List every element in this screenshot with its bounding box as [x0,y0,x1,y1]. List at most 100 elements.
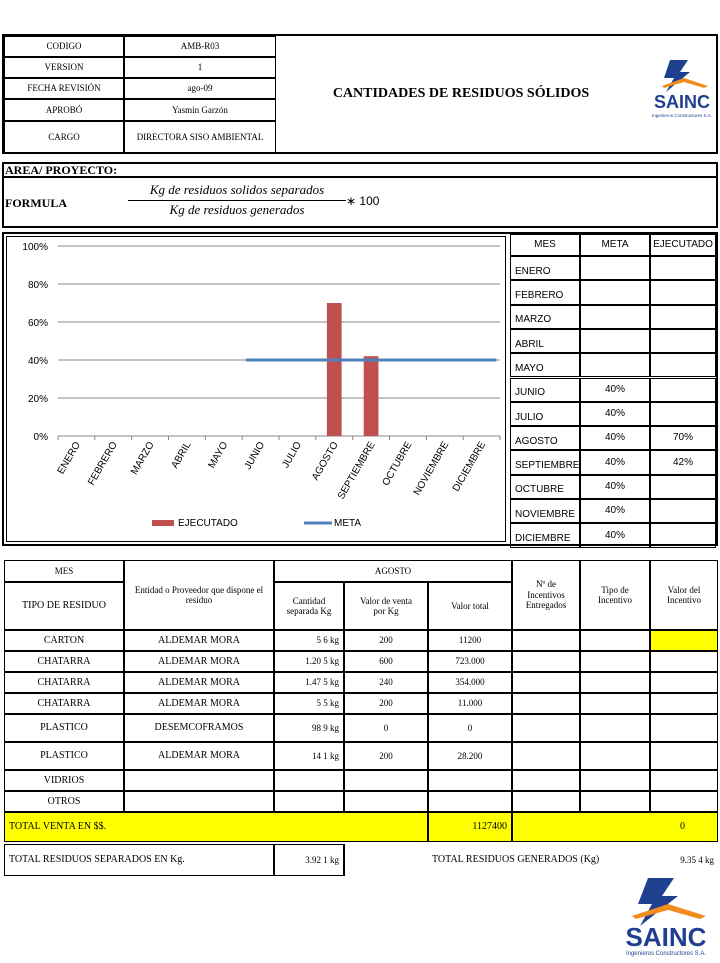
total-separados-label: TOTAL RESIDUOS SEPARADOS EN Kg. [4,844,274,876]
residuo-entity: ALDEMAR MORA [124,651,274,672]
x-category-label: MAYO [206,440,230,471]
residuo-incentivos [512,791,580,812]
residuo-incentivos [512,693,580,714]
meta-row-month: ABRIL [510,328,580,354]
residuo-total: 354.000 [428,672,512,693]
residuo-entity: ALDEMAR MORA [124,630,274,651]
document-title: CANTIDADES DE RESIDUOS SÓLIDOS [332,86,590,101]
residuo-valor-incentivo [650,693,718,714]
residuo-unit-price: 200 [344,693,428,714]
residuo-tipo-incentivo [580,672,650,693]
meta-row-meta: 40% [580,401,650,427]
formula-denominator: Kg de residuos generados [169,202,305,217]
meta-row-month: JULIO [510,401,580,427]
residuo-quantity [274,770,344,791]
residuo-unit-price: 200 [344,742,428,770]
y-tick-label: 0% [34,432,49,443]
logo-bottom-subtitle: Ingenieros Constructores S.A. [626,951,706,957]
meta-row-month: FEBRERO [510,280,580,305]
legend-label-meta: META [334,518,361,529]
residuos-header-cantidad: Cantidad separada Kg [274,582,344,630]
header-section [2,34,718,154]
x-category-label: JULIO [280,440,304,470]
header-label: FECHA REVISIÓN [4,78,124,99]
residuos-header-month: AGOSTO [274,560,512,582]
x-category-label: AGOSTO [310,440,341,483]
residuo-valor-incentivo [650,791,718,812]
residuo-valor-incentivo [650,630,718,651]
x-category-label: SEPTIEMBRE [336,440,378,502]
sainc-logo-top: SAINC Ingenieros Constructores S.A. [650,58,714,120]
residuo-entity: ALDEMAR MORA [124,742,274,770]
meta-row-meta: 40% [580,474,650,499]
legend-label-ejecutado: EJECUTADO [178,518,238,529]
residuo-unit-price: 600 [344,651,428,672]
residuo-tipo-incentivo [580,630,650,651]
header-value: DIRECTORA SISO AMBIENTAL [124,121,276,154]
formula-multiplier: ∗ 100 [346,194,380,208]
residuo-type: PLASTICO [4,742,124,770]
logo-subtitle: Ingenieros Constructores S.A. [652,113,712,118]
residuo-type: PLASTICO [4,714,124,742]
meta-table-header: META [580,234,650,256]
meta-row-ejecutado [650,280,716,305]
x-category-label: OCTUBRE [381,440,415,488]
y-tick-label: 80% [28,280,48,291]
residuos-header-incentivos: Nº de Incentivos Entregados [512,560,580,630]
residuo-total: 0 [428,714,512,742]
header-value: ago-09 [124,78,276,99]
meta-row-month: DICIEMBRE [510,523,580,548]
total-generados-value: 9.35 4 kg [680,854,714,865]
chart-frame [6,236,506,542]
meta-row-ejecutado [650,328,716,354]
chart-panel [2,232,718,546]
x-category-label: FEBRERO [86,440,120,488]
meta-row-month: AGOSTO [510,426,580,451]
residuo-type: VIDRIOS [4,770,124,791]
residuo-total: 28.200 [428,742,512,770]
residuo-unit-price [344,770,428,791]
header-label: CODIGO [4,36,124,57]
formula-numerator: Kg de residuos solidos separados [149,182,325,197]
residuo-incentivos [512,630,580,651]
meta-row-meta [580,256,650,281]
formula-row [2,178,718,228]
residuo-incentivos [512,672,580,693]
compliance-chart: 0% 20% 40% 60% 80% 100% ENERO FEBRERO MARZO ABRIL… [22,242,501,529]
residuos-header-entidad: Entidad o Proveedor que dispone el resid… [124,560,274,630]
residuo-unit-price: 200 [344,630,428,651]
meta-row-ejecutado [650,401,716,427]
header-label: VERSION [4,57,124,78]
meta-row-month: NOVIEMBRE [510,499,580,524]
formula-label: FORMULA [5,196,67,210]
meta-row-ejecutado: 70% [650,426,716,451]
meta-table-header: EJECUTADO [650,234,716,256]
meta-row-ejecutado [650,256,716,281]
area-project-row [2,162,718,178]
residuo-tipo-incentivo [580,651,650,672]
header-value: 1 [124,57,276,78]
residuo-entity [124,770,274,791]
y-tick-label: 40% [28,356,48,367]
residuo-valor-incentivo [650,714,718,742]
residuos-header-valor-incentivo: Valor del Incentivo [650,560,718,630]
residuo-tipo-incentivo [580,742,650,770]
residuo-tipo-incentivo [580,714,650,742]
total-venta-label: TOTAL VENTA EN $$. [4,812,428,842]
residuo-entity: ALDEMAR MORA [124,672,274,693]
meta-row-meta [580,304,650,329]
header-value: AMB-R03 [124,36,276,57]
x-category-label: ABRIL [170,440,194,471]
total-separados-value: 3.92 1 kg [274,844,344,876]
residuo-quantity: 98 9 kg [274,714,344,742]
residuos-header-valor-total: Valor total [428,582,512,630]
meta-row-meta: 40% [580,523,650,548]
total-venta-value: 1127400 [428,812,512,842]
meta-row-meta: 40% [580,450,650,475]
header-label: CARGO [4,121,124,154]
meta-row-ejecutado [650,523,716,548]
residuo-unit-price: 240 [344,672,428,693]
residuo-unit-price: 0 [344,714,428,742]
meta-row-meta: 40% [580,499,650,524]
residuo-total: 11.000 [428,693,512,714]
